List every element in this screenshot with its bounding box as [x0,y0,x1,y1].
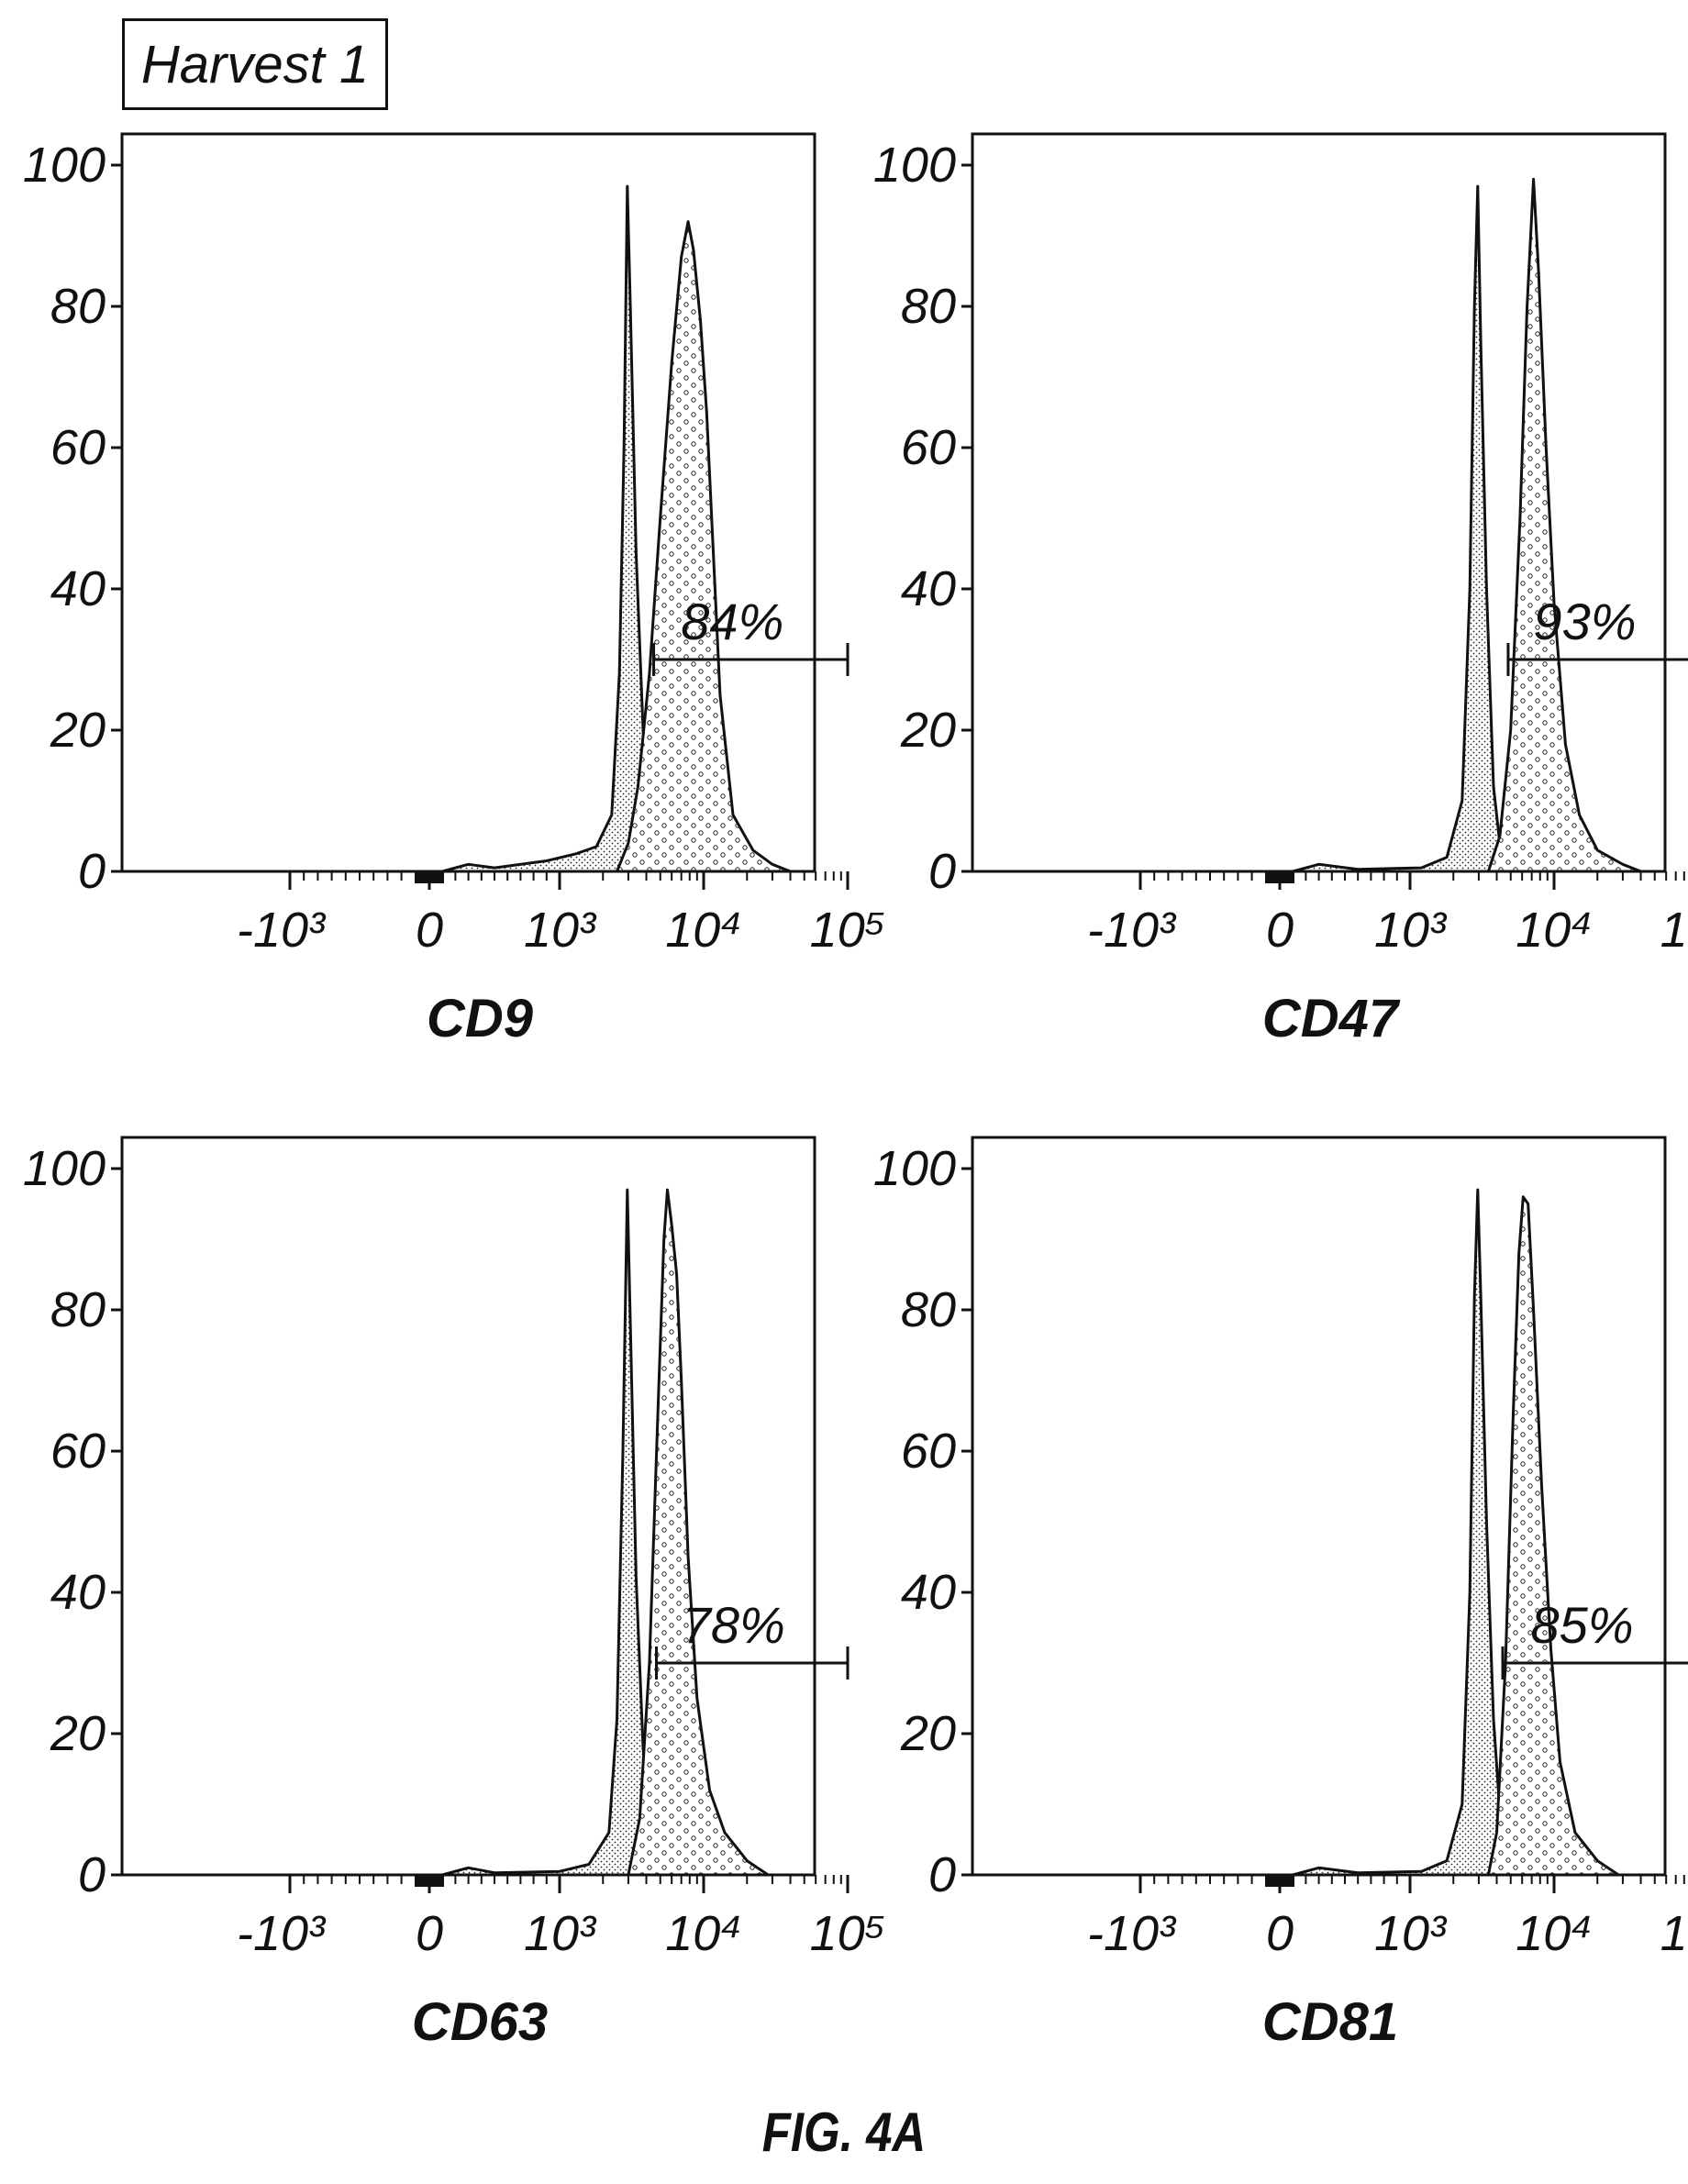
x-tick-label: 10⁴ [665,1906,741,1961]
y-tick-label: 100 [873,1141,956,1196]
plot-frame [120,1136,816,1877]
histogram-panel-cd9: 0 20 40 60 80 100 -10³ 0 10³ 10⁴ 10⁵ CD9 84% [23,132,886,1048]
y-tick-label: 40 [50,1565,106,1620]
x-tick-label: 10⁴ [1516,903,1592,958]
y-tick-label: 20 [900,703,956,758]
marker-histogram [1486,1195,1620,1877]
y-tick-label: 80 [901,1282,956,1337]
x-tick-label: -10³ [1087,1906,1177,1961]
x-axis-label: CD9 [427,989,533,1048]
y-tick-label: 60 [901,1424,956,1479]
y-tick-label: 100 [873,138,956,193]
x-tick-label: 10³ [524,903,597,958]
x-tick-label: 10³ [524,1906,597,1961]
x-axis-label: CD47 [1262,989,1401,1048]
y-tick-label: 80 [901,279,956,334]
x-tick-label: 10⁵ [810,1906,886,1961]
x-tick-label: 10³ [1374,903,1448,958]
y-tick-label: 0 [928,844,956,899]
x-tick-label: 10⁵ [1660,1906,1688,1961]
marker-histogram [616,220,792,873]
x-tick-label: 10⁴ [1516,1906,1592,1961]
y-tick-label: 0 [928,1847,956,1902]
x-tick-label: 10⁵ [810,903,886,958]
marker-histogram [627,1188,770,1877]
y-tick-label: 80 [50,1282,106,1337]
x-tick-label: 10³ [1374,1906,1448,1961]
x-tick-label: 10⁴ [665,903,741,958]
y-tick-label: 0 [78,844,106,899]
histogram-panel-cd81: 0 20 40 60 80 100 -10³ 0 10³ 10⁴ 10⁵ CD81 85% [873,1136,1688,2052]
gate-percent-label: 85% [1530,1596,1633,1654]
x-tick-label: -10³ [1087,903,1177,958]
gate-percent-label: 78% [683,1596,785,1654]
x-tick-label: 0 [1266,1906,1294,1961]
x-axis-label: CD63 [412,1992,548,2052]
y-tick-label: 0 [78,1847,106,1902]
y-tick-label: 40 [901,1565,956,1620]
figure-caption: FIG. 4A [761,2101,927,2163]
y-tick-label: 100 [23,138,106,193]
y-tick-label: 40 [901,561,956,616]
y-tick-label: 60 [50,420,106,475]
y-tick-label: 40 [50,561,106,616]
x-tick-label: 0 [416,1906,443,1961]
y-tick-label: 20 [50,1706,106,1761]
x-tick-label: 10⁵ [1660,903,1688,958]
histogram-panel-cd47: 0 20 40 60 80 100 -10³ 0 10³ 10⁴ 10⁵ CD47 93% [873,132,1688,1048]
y-tick-label: 80 [50,279,106,334]
x-tick-label: 0 [1266,903,1294,958]
zero-marker [1265,871,1294,883]
zero-marker [415,871,444,883]
zero-marker [415,1875,444,1887]
zero-marker [1265,1875,1294,1887]
gate-percent-label: 84% [681,593,783,650]
gate-percent-label: 93% [1533,593,1636,650]
y-tick-label: 100 [23,1141,106,1196]
y-tick-label: 60 [901,420,956,475]
harvest-label: Harvest 1 [122,18,388,110]
y-tick-label: 60 [50,1424,106,1479]
y-tick-label: 20 [50,703,106,758]
x-axis-label: CD81 [1262,1992,1398,2052]
x-tick-label: -10³ [237,903,327,958]
y-tick-label: 20 [900,1706,956,1761]
histogram-panel-cd63: 0 20 40 60 80 100 -10³ 0 10³ 10⁴ 10⁵ CD63 78% [23,1136,886,2052]
control-histogram [1264,184,1513,873]
x-tick-label: -10³ [237,1906,327,1961]
x-tick-label: 0 [416,903,443,958]
